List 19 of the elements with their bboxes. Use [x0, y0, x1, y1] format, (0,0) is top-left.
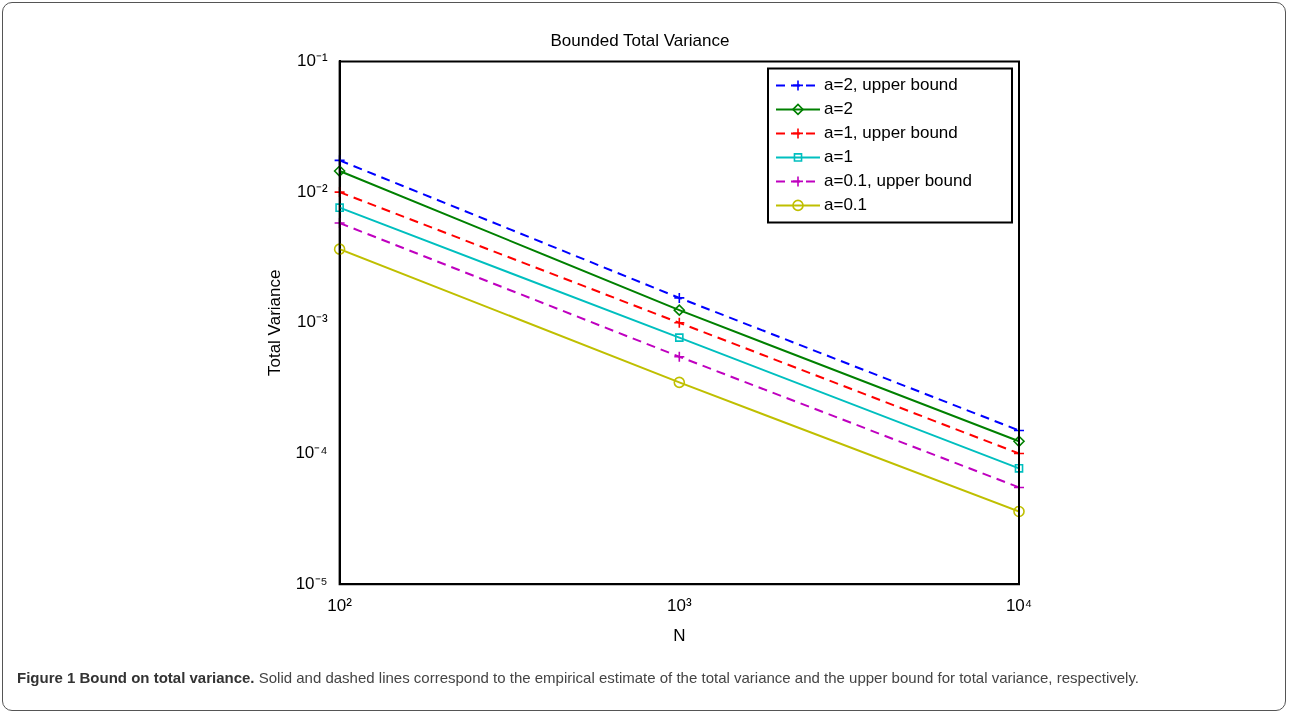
x-tick-label: 10⁴ [1005, 596, 1033, 616]
y-tick-label: 10⁻³ [297, 312, 328, 332]
x-tick-label: 10³ [667, 596, 692, 616]
text: Solid and dashed lines correspond to the empirical estimate of the total variance and the upper bound for total variance, respectively. [258, 669, 1139, 686]
legend-label: a=0.1, upper bound [824, 171, 972, 191]
legend-label: a=1 [824, 147, 853, 167]
legend-label: a=2 [824, 99, 853, 119]
y-tick-label: 10⁻¹ [297, 51, 328, 71]
y-axis-title: Total Variance [264, 269, 284, 377]
x-tick-label: 10² [327, 596, 353, 616]
caption: Figure 1 Bound on total variance. [17, 669, 255, 686]
legend-label: a=2, upper bound [824, 75, 958, 95]
y-tick-label: 10⁻⁴ [295, 443, 328, 463]
y-tick-label: 10⁻² [297, 181, 328, 201]
x-axis-title: N [673, 626, 686, 646]
chart-title: Bounded Total Variance [550, 30, 730, 50]
legend-label: a=1, upper bound [824, 123, 958, 143]
y-tick-label: 10⁻⁵ [295, 573, 328, 593]
legend-label: a=0.1 [824, 195, 868, 215]
